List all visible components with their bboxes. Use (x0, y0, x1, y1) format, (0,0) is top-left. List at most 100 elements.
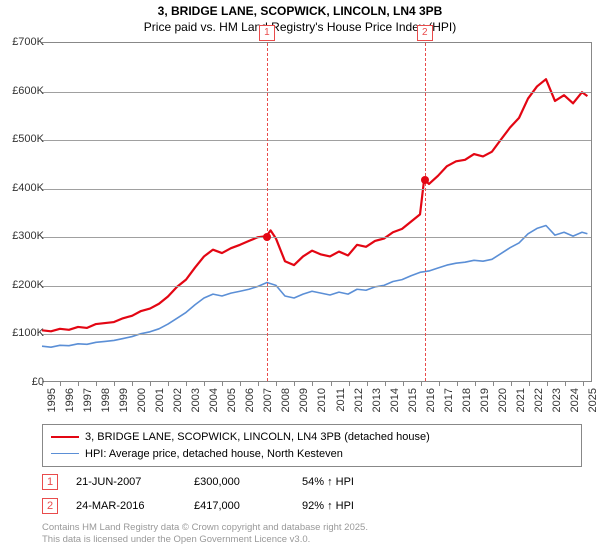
chart-subtitle: Price paid vs. HM Land Registry's House … (0, 20, 600, 36)
x-tick-mark (421, 381, 422, 386)
x-tick-mark (222, 381, 223, 386)
chart-title-block: 3, BRIDGE LANE, SCOPWICK, LINCOLN, LN4 3… (0, 0, 600, 35)
x-tick-label: 1998 (100, 388, 112, 412)
x-tick-label: 2007 (262, 388, 274, 412)
transactions-table: 1 21-JUN-2007 £300,000 54% ↑ HPI 2 24-MA… (42, 470, 582, 518)
x-tick-mark (258, 381, 259, 386)
x-tick-mark (60, 381, 61, 386)
legend-box: 3, BRIDGE LANE, SCOPWICK, LINCOLN, LN4 3… (42, 424, 582, 467)
x-tick-mark (475, 381, 476, 386)
x-tick-mark (331, 381, 332, 386)
y-tick-label: £700K (0, 36, 44, 48)
x-tick-label: 2002 (172, 388, 184, 412)
x-tick-mark (114, 381, 115, 386)
x-tick-label: 2012 (353, 388, 365, 412)
x-tick-label: 2011 (335, 388, 347, 412)
x-tick-mark (186, 381, 187, 386)
x-tick-mark (457, 381, 458, 386)
x-tick-label: 1996 (64, 388, 76, 412)
transaction-marker-dot (421, 176, 429, 184)
y-gridline (42, 92, 591, 93)
x-tick-mark (168, 381, 169, 386)
y-gridline (42, 237, 591, 238)
footer-line1: Contains HM Land Registry data © Crown c… (42, 522, 368, 534)
transaction-pct-vs-hpi: 92% ↑ HPI (302, 500, 412, 512)
x-tick-label: 1997 (82, 388, 94, 412)
x-tick-mark (240, 381, 241, 386)
x-tick-label: 2015 (407, 388, 419, 412)
y-tick-label: £400K (0, 182, 44, 194)
transaction-row: 2 24-MAR-2016 £417,000 92% ↑ HPI (42, 494, 582, 518)
y-gridline (42, 189, 591, 190)
x-tick-label: 2017 (443, 388, 455, 412)
x-tick-mark (583, 381, 584, 386)
x-tick-mark (312, 381, 313, 386)
x-tick-mark (276, 381, 277, 386)
chart-title-address: 3, BRIDGE LANE, SCOPWICK, LINCOLN, LN4 3… (0, 4, 600, 20)
transaction-marker-badge: 2 (417, 25, 433, 41)
x-tick-label: 2009 (298, 388, 310, 412)
legend-row-hpi: HPI: Average price, detached house, Nort… (51, 446, 573, 463)
legend-label-price-paid: 3, BRIDGE LANE, SCOPWICK, LINCOLN, LN4 3… (85, 429, 430, 446)
x-tick-mark (493, 381, 494, 386)
x-tick-label: 1999 (118, 388, 130, 412)
y-tick-label: £300K (0, 230, 44, 242)
x-tick-label: 2022 (533, 388, 545, 412)
x-tick-label: 2024 (569, 388, 581, 412)
transaction-marker-dot (263, 233, 271, 241)
legend-label-hpi: HPI: Average price, detached house, Nort… (85, 446, 343, 463)
x-tick-mark (150, 381, 151, 386)
transaction-marker-badge: 1 (259, 25, 275, 41)
x-tick-label: 1995 (46, 388, 58, 412)
x-tick-mark (132, 381, 133, 386)
x-tick-label: 2003 (190, 388, 202, 412)
x-tick-mark (529, 381, 530, 386)
transaction-marker-line (425, 43, 426, 381)
x-tick-label: 2023 (551, 388, 563, 412)
x-tick-label: 2020 (497, 388, 509, 412)
x-tick-label: 2008 (280, 388, 292, 412)
x-tick-mark (367, 381, 368, 386)
legend-swatch-price-paid (51, 436, 79, 438)
x-tick-mark (385, 381, 386, 386)
footer-line2: This data is licensed under the Open Gov… (42, 534, 368, 546)
x-tick-label: 2021 (515, 388, 527, 412)
transaction-price: £300,000 (194, 476, 284, 488)
y-tick-label: £0 (0, 376, 44, 388)
x-tick-mark (294, 381, 295, 386)
series-line-price_paid (42, 79, 587, 331)
chart-series-svg (42, 43, 591, 381)
y-gridline (42, 286, 591, 287)
x-tick-label: 2018 (461, 388, 473, 412)
x-tick-label: 2005 (226, 388, 238, 412)
x-tick-mark (204, 381, 205, 386)
x-tick-mark (547, 381, 548, 386)
x-tick-label: 2019 (479, 388, 491, 412)
x-tick-mark (42, 381, 43, 386)
y-gridline (42, 334, 591, 335)
x-tick-mark (349, 381, 350, 386)
transaction-marker-badge: 2 (42, 498, 58, 514)
y-gridline (42, 140, 591, 141)
transaction-date: 24-MAR-2016 (76, 500, 176, 512)
x-tick-mark (439, 381, 440, 386)
x-tick-mark (511, 381, 512, 386)
x-tick-label: 2004 (208, 388, 220, 412)
transaction-marker-badge: 1 (42, 474, 58, 490)
transaction-marker-line (267, 43, 268, 381)
x-tick-label: 2013 (371, 388, 383, 412)
x-tick-label: 2010 (316, 388, 328, 412)
transaction-date: 21-JUN-2007 (76, 476, 176, 488)
x-tick-mark (78, 381, 79, 386)
x-tick-mark (565, 381, 566, 386)
y-tick-label: £200K (0, 279, 44, 291)
x-tick-label: 2025 (587, 388, 599, 412)
y-tick-label: £500K (0, 133, 44, 145)
transaction-price: £417,000 (194, 500, 284, 512)
chart-plot-area: 12 (42, 42, 592, 382)
y-tick-label: £100K (0, 327, 44, 339)
transaction-pct-vs-hpi: 54% ↑ HPI (302, 476, 412, 488)
x-tick-mark (403, 381, 404, 386)
legend-row-price-paid: 3, BRIDGE LANE, SCOPWICK, LINCOLN, LN4 3… (51, 429, 573, 446)
x-tick-mark (96, 381, 97, 386)
